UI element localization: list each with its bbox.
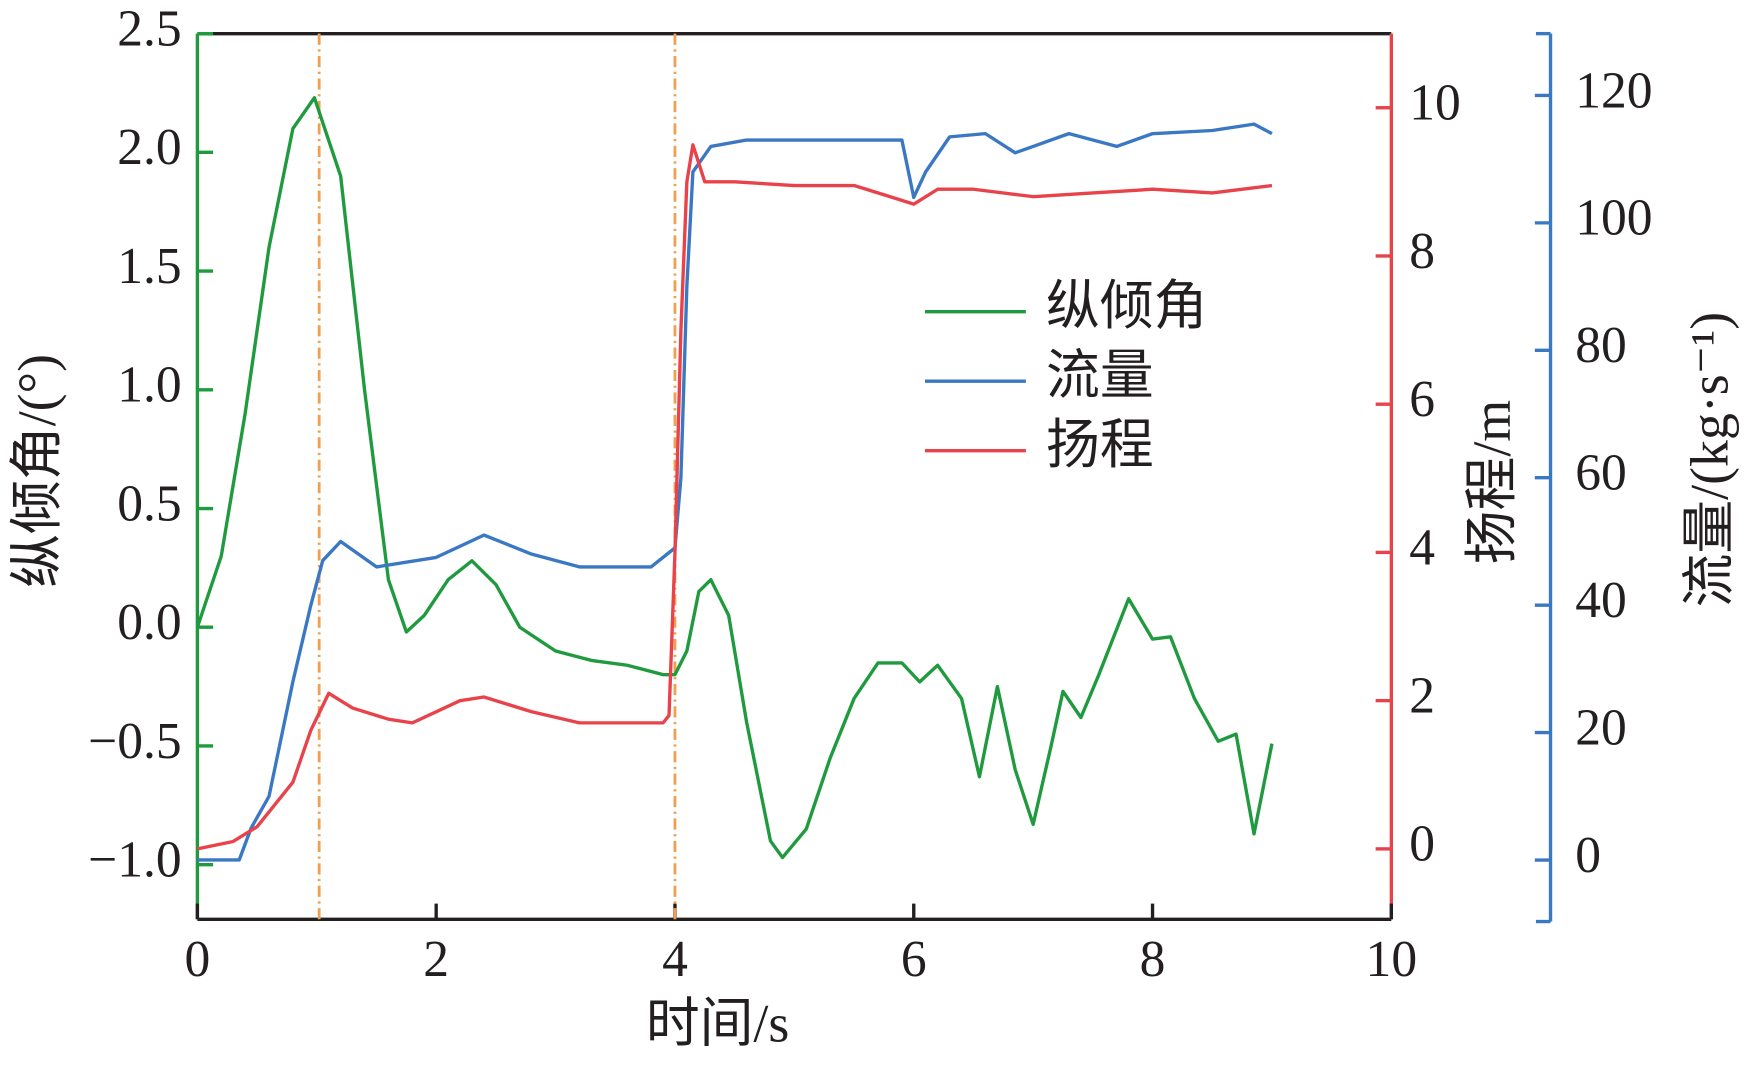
x-tick-label: 10 [1366,931,1418,988]
y-tick-label: −0.5 [88,713,182,770]
y3-tick-label: 0 [1575,827,1601,884]
y2-tick-label: 4 [1409,519,1435,576]
legend-label: 纵倾角 [1046,276,1207,336]
data-line [195,96,1274,860]
x-tick-label: 0 [184,931,210,988]
y2-axis-title: 扬程/m [1462,400,1522,564]
y-axis-title: 纵倾角/(°) [7,354,67,588]
y-tick-label: 1.5 [117,238,181,295]
y2-tick-label: 6 [1409,371,1435,428]
data-line [197,143,1273,851]
y-tick-label: 2.0 [117,119,181,176]
x-tick-label: 4 [662,931,688,988]
y3-tick-label: 40 [1575,572,1627,629]
y3-tick-label: 100 [1575,190,1652,247]
y2-tick-label: 2 [1409,667,1435,724]
y2-tick-label: 10 [1409,75,1461,132]
y2-tick-label: 8 [1409,223,1435,280]
y-tick-label: 2.5 [117,0,181,57]
y-tick-label: 0.0 [117,594,181,651]
y-tick-label: 0.5 [117,475,181,532]
y3-tick-label: 120 [1575,62,1652,119]
y3-axis-title: 流量/(kg·s⁻¹) [1680,312,1740,608]
x-tick-label: 8 [1140,931,1166,988]
legend-label: 扬程 [1046,415,1154,475]
y3-tick-label: 60 [1575,445,1627,502]
y2-tick-label: 0 [1409,816,1435,873]
x-tick-label: 2 [423,931,449,988]
y3-tick-label: 20 [1575,699,1627,756]
y3-tick-label: 80 [1575,317,1627,374]
data-line [197,122,1273,862]
x-axis-title: 时间/s [646,994,789,1054]
y-tick-label: 1.0 [117,357,181,414]
y-tick-label: −1.0 [88,832,182,889]
legend-label: 流量 [1046,346,1154,406]
x-tick-label: 6 [901,931,927,988]
